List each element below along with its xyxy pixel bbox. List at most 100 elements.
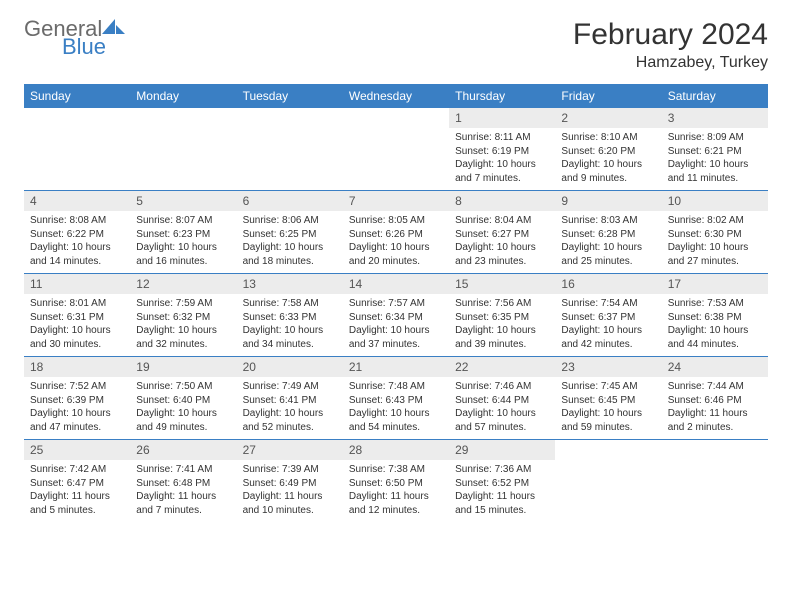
sunrise-text: Sunrise: 7:54 AM: [561, 297, 655, 311]
day-cell: 15Sunrise: 7:56 AMSunset: 6:35 PMDayligh…: [449, 274, 555, 356]
day-number: 20: [237, 357, 343, 377]
daylight-text: Daylight: 10 hours and 44 minutes.: [668, 324, 762, 351]
day-cell: 17Sunrise: 7:53 AMSunset: 6:38 PMDayligh…: [662, 274, 768, 356]
daylight-text: Daylight: 10 hours and 14 minutes.: [30, 241, 124, 268]
day-cell: 26Sunrise: 7:41 AMSunset: 6:48 PMDayligh…: [130, 440, 236, 522]
day-details: Sunrise: 7:38 AMSunset: 6:50 PMDaylight:…: [343, 460, 449, 522]
sunset-text: Sunset: 6:45 PM: [561, 394, 655, 408]
day-cell: 12Sunrise: 7:59 AMSunset: 6:32 PMDayligh…: [130, 274, 236, 356]
week-row: 4Sunrise: 8:08 AMSunset: 6:22 PMDaylight…: [24, 191, 768, 274]
day-number: 9: [555, 191, 661, 211]
day-details: Sunrise: 7:46 AMSunset: 6:44 PMDaylight:…: [449, 377, 555, 439]
sunset-text: Sunset: 6:50 PM: [349, 477, 443, 491]
sunset-text: Sunset: 6:21 PM: [668, 145, 762, 159]
calendar-grid: Sunday Monday Tuesday Wednesday Thursday…: [24, 84, 768, 522]
day-details: Sunrise: 7:52 AMSunset: 6:39 PMDaylight:…: [24, 377, 130, 439]
dow-thursday: Thursday: [449, 84, 555, 108]
day-cell: 16Sunrise: 7:54 AMSunset: 6:37 PMDayligh…: [555, 274, 661, 356]
sunset-text: Sunset: 6:35 PM: [455, 311, 549, 325]
sunset-text: Sunset: 6:49 PM: [243, 477, 337, 491]
day-cell: 14Sunrise: 7:57 AMSunset: 6:34 PMDayligh…: [343, 274, 449, 356]
day-details: Sunrise: 8:04 AMSunset: 6:27 PMDaylight:…: [449, 211, 555, 273]
day-cell: 28Sunrise: 7:38 AMSunset: 6:50 PMDayligh…: [343, 440, 449, 522]
sunset-text: Sunset: 6:52 PM: [455, 477, 549, 491]
sunrise-text: Sunrise: 8:01 AM: [30, 297, 124, 311]
sunrise-text: Sunrise: 8:07 AM: [136, 214, 230, 228]
sunset-text: Sunset: 6:34 PM: [349, 311, 443, 325]
day-number: 1: [449, 108, 555, 128]
day-number: 22: [449, 357, 555, 377]
daylight-text: Daylight: 10 hours and 49 minutes.: [136, 407, 230, 434]
day-cell: .: [130, 108, 236, 190]
day-details: Sunrise: 8:02 AMSunset: 6:30 PMDaylight:…: [662, 211, 768, 273]
dow-header-row: Sunday Monday Tuesday Wednesday Thursday…: [24, 84, 768, 108]
sunset-text: Sunset: 6:27 PM: [455, 228, 549, 242]
daylight-text: Daylight: 10 hours and 54 minutes.: [349, 407, 443, 434]
day-cell: 5Sunrise: 8:07 AMSunset: 6:23 PMDaylight…: [130, 191, 236, 273]
sunrise-text: Sunrise: 7:45 AM: [561, 380, 655, 394]
sunrise-text: Sunrise: 7:44 AM: [668, 380, 762, 394]
day-details: Sunrise: 7:42 AMSunset: 6:47 PMDaylight:…: [24, 460, 130, 522]
month-title: February 2024: [573, 18, 768, 52]
day-number: 3: [662, 108, 768, 128]
sunrise-text: Sunrise: 8:04 AM: [455, 214, 549, 228]
daylight-text: Daylight: 10 hours and 39 minutes.: [455, 324, 549, 351]
day-cell: 4Sunrise: 8:08 AMSunset: 6:22 PMDaylight…: [24, 191, 130, 273]
sunset-text: Sunset: 6:30 PM: [668, 228, 762, 242]
day-details: Sunrise: 8:10 AMSunset: 6:20 PMDaylight:…: [555, 128, 661, 190]
day-details: Sunrise: 8:09 AMSunset: 6:21 PMDaylight:…: [662, 128, 768, 190]
dow-tuesday: Tuesday: [237, 84, 343, 108]
sunset-text: Sunset: 6:44 PM: [455, 394, 549, 408]
sunset-text: Sunset: 6:41 PM: [243, 394, 337, 408]
day-details: Sunrise: 8:01 AMSunset: 6:31 PMDaylight:…: [24, 294, 130, 356]
day-number: 18: [24, 357, 130, 377]
daylight-text: Daylight: 10 hours and 42 minutes.: [561, 324, 655, 351]
day-details: Sunrise: 7:58 AMSunset: 6:33 PMDaylight:…: [237, 294, 343, 356]
sunset-text: Sunset: 6:31 PM: [30, 311, 124, 325]
day-cell: 8Sunrise: 8:04 AMSunset: 6:27 PMDaylight…: [449, 191, 555, 273]
day-number: 19: [130, 357, 236, 377]
day-cell: 13Sunrise: 7:58 AMSunset: 6:33 PMDayligh…: [237, 274, 343, 356]
daylight-text: Daylight: 10 hours and 23 minutes.: [455, 241, 549, 268]
sunset-text: Sunset: 6:26 PM: [349, 228, 443, 242]
daylight-text: Daylight: 10 hours and 32 minutes.: [136, 324, 230, 351]
sunset-text: Sunset: 6:39 PM: [30, 394, 124, 408]
sunset-text: Sunset: 6:28 PM: [561, 228, 655, 242]
day-cell: 22Sunrise: 7:46 AMSunset: 6:44 PMDayligh…: [449, 357, 555, 439]
day-number: 15: [449, 274, 555, 294]
day-cell: 3Sunrise: 8:09 AMSunset: 6:21 PMDaylight…: [662, 108, 768, 190]
day-details: Sunrise: 7:53 AMSunset: 6:38 PMDaylight:…: [662, 294, 768, 356]
sunset-text: Sunset: 6:20 PM: [561, 145, 655, 159]
day-cell: 6Sunrise: 8:06 AMSunset: 6:25 PMDaylight…: [237, 191, 343, 273]
daylight-text: Daylight: 11 hours and 5 minutes.: [30, 490, 124, 517]
day-cell: 24Sunrise: 7:44 AMSunset: 6:46 PMDayligh…: [662, 357, 768, 439]
sunrise-text: Sunrise: 7:39 AM: [243, 463, 337, 477]
day-details: Sunrise: 8:07 AMSunset: 6:23 PMDaylight:…: [130, 211, 236, 273]
day-cell: 11Sunrise: 8:01 AMSunset: 6:31 PMDayligh…: [24, 274, 130, 356]
sunrise-text: Sunrise: 7:46 AM: [455, 380, 549, 394]
dow-saturday: Saturday: [662, 84, 768, 108]
week-row: 11Sunrise: 8:01 AMSunset: 6:31 PMDayligh…: [24, 274, 768, 357]
day-cell: 27Sunrise: 7:39 AMSunset: 6:49 PMDayligh…: [237, 440, 343, 522]
sunrise-text: Sunrise: 7:58 AM: [243, 297, 337, 311]
day-number: 7: [343, 191, 449, 211]
day-number: 14: [343, 274, 449, 294]
sunrise-text: Sunrise: 7:59 AM: [136, 297, 230, 311]
day-details: Sunrise: 7:49 AMSunset: 6:41 PMDaylight:…: [237, 377, 343, 439]
week-row: ....1Sunrise: 8:11 AMSunset: 6:19 PMDayl…: [24, 108, 768, 191]
sunset-text: Sunset: 6:33 PM: [243, 311, 337, 325]
day-details: Sunrise: 8:06 AMSunset: 6:25 PMDaylight:…: [237, 211, 343, 273]
day-number: 21: [343, 357, 449, 377]
dow-sunday: Sunday: [24, 84, 130, 108]
sunset-text: Sunset: 6:23 PM: [136, 228, 230, 242]
day-details: Sunrise: 7:54 AMSunset: 6:37 PMDaylight:…: [555, 294, 661, 356]
day-cell: 19Sunrise: 7:50 AMSunset: 6:40 PMDayligh…: [130, 357, 236, 439]
daylight-text: Daylight: 10 hours and 20 minutes.: [349, 241, 443, 268]
sunrise-text: Sunrise: 8:02 AM: [668, 214, 762, 228]
sunset-text: Sunset: 6:25 PM: [243, 228, 337, 242]
daylight-text: Daylight: 10 hours and 7 minutes.: [455, 158, 549, 185]
day-number: 5: [130, 191, 236, 211]
day-number: 23: [555, 357, 661, 377]
day-details: Sunrise: 8:05 AMSunset: 6:26 PMDaylight:…: [343, 211, 449, 273]
weeks-container: ....1Sunrise: 8:11 AMSunset: 6:19 PMDayl…: [24, 108, 768, 522]
